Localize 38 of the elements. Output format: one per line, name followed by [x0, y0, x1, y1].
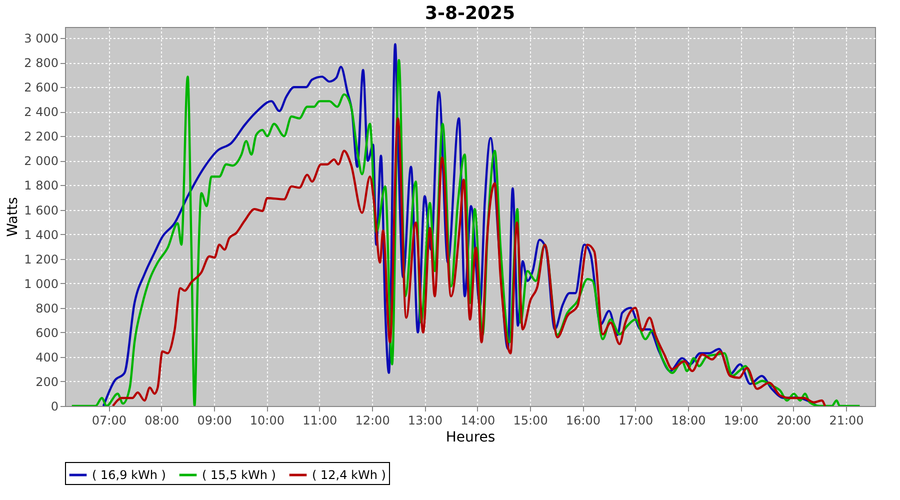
x-tick-label: 18:00 [671, 414, 706, 428]
y-tick-label: 600 [36, 326, 58, 340]
y-tick-label: 200 [36, 374, 58, 389]
y-tick-label: 1 800 [24, 178, 58, 193]
y-tick-label: 1 600 [24, 203, 58, 218]
x-tick-label: 14:00 [460, 414, 496, 428]
chart-title: 3-8-2025 [424, 3, 516, 24]
x-tick-label: 19:00 [724, 414, 758, 428]
y-tick-label: 400 [36, 350, 58, 364]
x-tick-label: 21:00 [829, 414, 864, 428]
line-series [112, 117, 826, 406]
x-tick-label: 12:00 [355, 414, 390, 428]
x-tick-label: 08:00 [144, 414, 180, 428]
y-tick-label: 2 200 [24, 130, 58, 144]
x-tick-label: 11:00 [302, 414, 338, 428]
y-tick-label: 800 [36, 301, 58, 316]
y-tick-label: 1 400 [24, 228, 58, 242]
legend-label: ( 12,4 kWh ) [312, 468, 386, 482]
y-tick-label: 2 800 [24, 56, 58, 70]
y-tick-label: 1 200 [24, 252, 58, 266]
x-tick-label: 17:00 [618, 414, 654, 428]
x-tick-label: 10:00 [250, 414, 285, 428]
x-tick-label: 13:00 [408, 414, 443, 428]
y-tick-label: 2 400 [24, 105, 58, 120]
x-tick-label: 15:00 [513, 414, 548, 428]
x-tick-label: 20:00 [776, 414, 812, 428]
legend-label: ( 15,5 kWh ) [202, 468, 276, 482]
x-axis-title: Heures [446, 430, 496, 446]
y-axis-title: Watts [5, 197, 22, 237]
x-tick-label: 16:00 [566, 414, 600, 428]
x-tick-label: 09:00 [197, 414, 232, 428]
y-tick-label: 0 [50, 400, 58, 414]
y-tick-label: 1 000 [24, 276, 58, 291]
x-tick-label: 07:00 [92, 414, 127, 428]
y-tick-label: 2 600 [24, 80, 58, 95]
y-tick-label: 3 000 [24, 32, 58, 46]
legend-label: ( 16,9 kWh ) [92, 468, 166, 482]
y-tick-label: 2 000 [24, 154, 58, 168]
